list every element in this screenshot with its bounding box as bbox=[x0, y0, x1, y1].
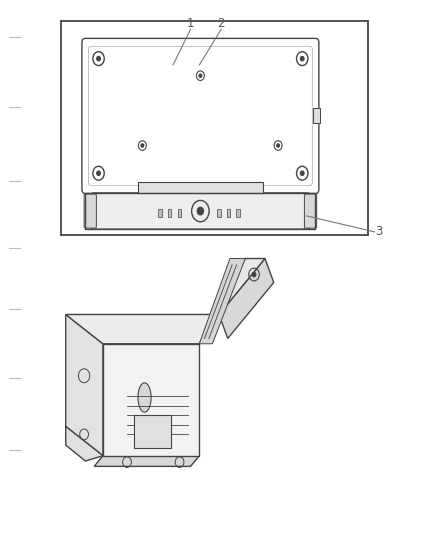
Polygon shape bbox=[103, 344, 199, 456]
Circle shape bbox=[277, 144, 279, 147]
Text: 2: 2 bbox=[217, 18, 225, 30]
Circle shape bbox=[252, 272, 256, 277]
Bar bbox=[217, 209, 221, 217]
Bar bbox=[159, 209, 162, 217]
FancyBboxPatch shape bbox=[88, 46, 312, 185]
FancyBboxPatch shape bbox=[91, 193, 310, 229]
Bar bbox=[237, 209, 240, 217]
Polygon shape bbox=[94, 456, 199, 466]
Circle shape bbox=[97, 171, 100, 175]
Bar bbox=[61, 21, 368, 235]
Bar bbox=[85, 193, 315, 229]
Text: 3: 3 bbox=[375, 225, 382, 238]
Bar bbox=[227, 209, 230, 217]
Bar bbox=[138, 182, 263, 193]
Polygon shape bbox=[66, 426, 103, 461]
Polygon shape bbox=[66, 314, 103, 456]
Bar bbox=[168, 209, 172, 217]
Polygon shape bbox=[199, 259, 245, 344]
Circle shape bbox=[199, 74, 202, 77]
FancyBboxPatch shape bbox=[82, 38, 319, 193]
Bar bbox=[134, 415, 171, 448]
Polygon shape bbox=[66, 314, 219, 344]
Circle shape bbox=[97, 56, 100, 61]
Polygon shape bbox=[219, 259, 274, 338]
FancyBboxPatch shape bbox=[304, 194, 317, 228]
Ellipse shape bbox=[138, 383, 151, 412]
Bar bbox=[313, 108, 320, 123]
Circle shape bbox=[300, 56, 304, 61]
Text: 1: 1 bbox=[187, 18, 194, 30]
Circle shape bbox=[300, 171, 304, 175]
Circle shape bbox=[141, 144, 144, 147]
Polygon shape bbox=[199, 259, 265, 344]
Circle shape bbox=[197, 207, 203, 215]
Bar bbox=[178, 209, 181, 217]
FancyBboxPatch shape bbox=[84, 194, 96, 228]
